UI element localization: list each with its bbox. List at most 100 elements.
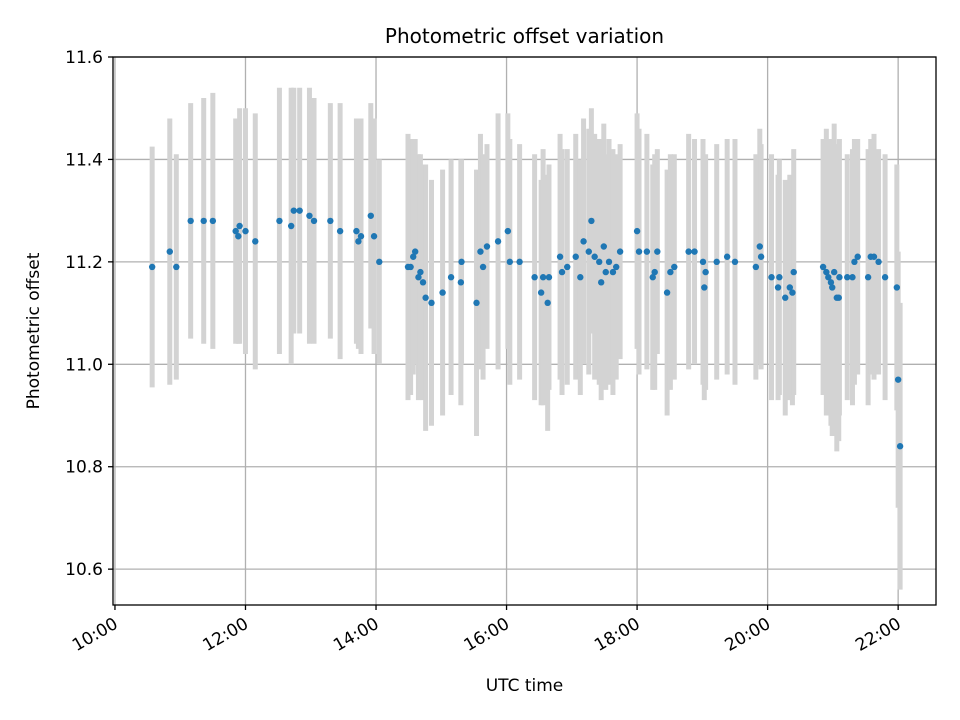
- data-point-31: [419, 279, 427, 286]
- data-point-1: [166, 248, 173, 255]
- data-point-40: [479, 263, 487, 271]
- data-point-6: [232, 227, 239, 235]
- y-tick-label-3: 11.2: [65, 253, 103, 273]
- data-point-79: [699, 258, 707, 266]
- data-point-85: [752, 263, 760, 271]
- data-point-38: [473, 299, 480, 307]
- data-point-108: [864, 274, 872, 281]
- data-point-88: [768, 274, 775, 281]
- data-point-43: [504, 227, 512, 235]
- data-point-78: [691, 248, 698, 255]
- data-point-106: [851, 258, 858, 266]
- data-point-59: [591, 253, 598, 260]
- data-point-50: [545, 274, 553, 281]
- data-point-86: [756, 243, 763, 250]
- data-point-84: [731, 258, 739, 266]
- data-point-32: [422, 294, 429, 301]
- data-point-94: [790, 268, 797, 276]
- y-axis-label: Photometric offset: [24, 252, 44, 409]
- data-point-35: [447, 274, 455, 281]
- data-point-93: [789, 289, 796, 296]
- data-point-16: [310, 217, 318, 225]
- data-point-27: [410, 253, 417, 260]
- data-point-14: [296, 207, 303, 214]
- data-point-21: [357, 233, 365, 240]
- data-point-56: [580, 238, 587, 245]
- data-point-29: [415, 274, 422, 281]
- data-point-20: [355, 238, 362, 245]
- data-point-51: [556, 253, 564, 260]
- data-point-103: [836, 274, 843, 281]
- data-point-30: [417, 268, 424, 276]
- data-point-76: [671, 263, 678, 271]
- data-point-66: [612, 263, 620, 271]
- data-point-41: [483, 243, 491, 250]
- data-point-11: [276, 217, 283, 225]
- data-point-42: [494, 238, 502, 245]
- data-point-36: [457, 279, 465, 286]
- data-point-19: [353, 227, 360, 235]
- data-point-5: [209, 217, 217, 225]
- data-point-23: [370, 233, 378, 240]
- data-point-62: [600, 243, 607, 250]
- data-point-102: [835, 294, 842, 301]
- data-point-67: [616, 248, 624, 255]
- y-tick-label-0: 10.6: [65, 560, 103, 580]
- data-point-82: [713, 258, 720, 266]
- data-point-92: [786, 284, 794, 291]
- data-point-70: [643, 248, 651, 255]
- data-point-64: [605, 258, 613, 266]
- data-point-15: [306, 212, 313, 219]
- data-point-54: [572, 253, 579, 260]
- data-point-60: [596, 258, 603, 266]
- data-point-37: [458, 258, 465, 266]
- data-point-114: [894, 376, 902, 383]
- data-point-69: [635, 248, 643, 255]
- data-point-55: [577, 274, 584, 281]
- data-point-44: [506, 258, 514, 266]
- data-point-105: [849, 274, 856, 281]
- data-point-110: [870, 253, 878, 260]
- data-point-61: [597, 279, 605, 286]
- data-point-98: [827, 279, 835, 286]
- data-point-104: [844, 274, 851, 281]
- data-point-46: [531, 274, 538, 281]
- data-point-72: [651, 268, 658, 276]
- data-point-96: [823, 268, 830, 276]
- data-point-22: [367, 212, 374, 219]
- data-point-77: [685, 248, 692, 255]
- data-point-8: [236, 222, 243, 230]
- data-point-2: [173, 263, 180, 271]
- data-point-115: [896, 443, 904, 450]
- data-point-45: [516, 258, 523, 266]
- data-point-39: [477, 248, 484, 255]
- y-tick-label-5: 11.6: [65, 48, 103, 68]
- data-point-58: [588, 217, 595, 225]
- data-point-7: [235, 233, 242, 240]
- data-point-18: [336, 227, 344, 235]
- data-point-90: [776, 274, 783, 281]
- data-point-91: [782, 294, 789, 301]
- data-point-0: [148, 263, 156, 271]
- data-point-13: [290, 207, 297, 214]
- data-point-107: [854, 253, 861, 260]
- data-point-75: [667, 268, 674, 276]
- data-point-12: [287, 222, 295, 230]
- data-point-47: [537, 289, 545, 296]
- data-point-80: [701, 284, 708, 291]
- y-tick-label-1: 10.8: [65, 458, 103, 478]
- data-point-112: [881, 274, 889, 281]
- y-tick-label-2: 11.0: [65, 355, 103, 375]
- data-point-34: [439, 289, 446, 296]
- data-point-28: [411, 248, 419, 255]
- data-point-26: [407, 263, 414, 271]
- data-point-3: [187, 217, 194, 225]
- data-point-89: [774, 284, 782, 291]
- data-point-52: [558, 268, 566, 276]
- data-point-87: [757, 253, 765, 260]
- data-point-113: [893, 284, 901, 291]
- plot-frame: [112, 56, 937, 606]
- data-point-95: [819, 263, 827, 271]
- data-point-53: [564, 263, 571, 271]
